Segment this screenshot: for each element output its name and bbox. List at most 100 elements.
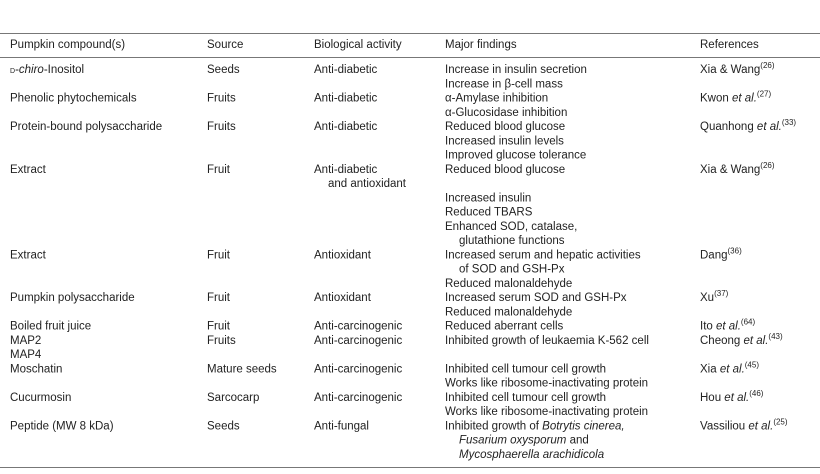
text-run: (36): [728, 246, 743, 255]
text-run: Fusarium oxysporum: [459, 435, 567, 447]
reference-cell: Xu(37): [700, 289, 729, 304]
source-cell: Fruits: [207, 335, 236, 347]
activity-cell: Antioxidant: [314, 292, 372, 304]
reference-cell: Cheong et al.(43): [700, 331, 783, 346]
finding: Inhibited cell tumour cell growth: [445, 392, 606, 404]
text-run: (64): [741, 317, 756, 326]
compound-cell: Pumpkin polysaccharide: [10, 292, 135, 304]
source-cell: Fruit: [207, 321, 231, 333]
reference-cell: Xia & Wang(26): [700, 160, 775, 175]
text-run: (33): [782, 118, 797, 127]
text-run: Antioxidant: [314, 292, 372, 304]
finding: Reduced malonaldehyde: [445, 306, 572, 318]
finding: Enhanced SOD, catalase,: [445, 221, 577, 233]
finding: Inhibited growth of Botrytis cinerea,: [445, 420, 625, 432]
source-cell: Fruits: [207, 121, 236, 133]
text-run: et al.: [720, 363, 745, 375]
activity-cell: Anti-diabetic: [314, 93, 378, 105]
finding: α-Glucosidase inhibition: [445, 107, 567, 119]
text-run: Anti-diabetic: [314, 64, 378, 76]
text-run: Cheong: [700, 335, 743, 347]
text-run: Increase in insulin secretion: [445, 64, 587, 76]
finding: Reduced aberrant cells: [445, 321, 564, 333]
compound-cell: Protein-bound polysaccharide: [10, 121, 162, 133]
finding: of SOD and GSH-Px: [459, 264, 565, 276]
text-run: Increase in β-cell mass: [445, 78, 563, 90]
text-run: References: [700, 39, 759, 51]
reference-cell: Dang(36): [700, 246, 742, 261]
source-cell: Sarcocarp: [207, 392, 259, 404]
text-run: et al.: [716, 321, 741, 333]
text-run: Fruit: [207, 321, 231, 333]
finding: Works like ribosome-inactivating protein: [445, 406, 648, 418]
text-run: Mature seeds: [207, 363, 277, 375]
source-cell: Seeds: [207, 420, 240, 432]
text-run: Pumpkin compound(s): [10, 39, 125, 51]
text-run: Anti-carcinogenic: [314, 335, 402, 347]
text-run: et al.: [743, 335, 768, 347]
text-run: Increased insulin levels: [445, 135, 564, 147]
text-run: Reduced aberrant cells: [445, 321, 564, 333]
text-run: Fruit: [207, 164, 231, 176]
header-cell: References: [700, 39, 759, 51]
finding: Increased serum and hepatic activities: [445, 249, 641, 261]
activity-cell: Antioxidant: [314, 249, 372, 261]
source-cell: Fruit: [207, 292, 231, 304]
text-run: Reduced malonaldehyde: [445, 306, 572, 318]
finding: Increase in insulin secretion: [445, 64, 587, 76]
reference-cell: Hou et al.(46): [700, 388, 764, 403]
text-run: Reduced blood glucose: [445, 121, 565, 133]
activity-cell: Anti-carcinogenic: [314, 363, 402, 375]
text-run: MAP4: [10, 349, 42, 361]
text-run: Reduced TBARS: [445, 207, 533, 219]
reference-cell: Vassiliou et al.(25): [700, 417, 788, 432]
activity-cell: Anti-carcinogenic: [314, 321, 402, 333]
text-run: MAP2: [10, 335, 41, 347]
source-cell: Seeds: [207, 64, 240, 76]
activity-cell: and antioxidant: [328, 178, 407, 190]
text-run: Xia: [700, 363, 720, 375]
header-cell: Source: [207, 39, 243, 51]
activity-cell: Anti-diabetic: [314, 64, 378, 76]
text-run: et al.: [732, 93, 757, 105]
text-run: Anti-carcinogenic: [314, 363, 402, 375]
text-run: -: [15, 64, 19, 76]
activity-cell: Anti-carcinogenic: [314, 335, 402, 347]
text-run: Seeds: [207, 420, 240, 432]
text-run: Extract: [10, 249, 47, 261]
finding: Reduced malonaldehyde: [445, 278, 572, 290]
finding: Reduced blood glucose: [445, 164, 565, 176]
text-run: (26): [760, 160, 775, 169]
text-run: Increased serum SOD and GSH-Px: [445, 292, 627, 304]
reference-cell: Ito et al.(64): [700, 317, 755, 332]
text-run: et al.: [724, 392, 749, 404]
source-cell: Fruit: [207, 249, 231, 261]
text-run: Increased insulin: [445, 192, 531, 204]
text-run: Ito: [700, 321, 716, 333]
text-run: Inhibited cell tumour cell growth: [445, 363, 606, 375]
text-run: Works like ribosome-inactivating protein: [445, 378, 648, 390]
text-run: glutathione functions: [459, 235, 565, 247]
source-cell: Fruit: [207, 164, 231, 176]
text-run: Botrytis cinerea,: [542, 420, 624, 432]
compound-cell: Boiled fruit juice: [10, 321, 91, 333]
text-run: Major findings: [445, 39, 517, 51]
text-run: Fruits: [207, 121, 236, 133]
text-run: Anti-carcinogenic: [314, 321, 402, 333]
compound-cell: Extract: [10, 249, 47, 261]
compound-cell: Moschatin: [10, 363, 62, 375]
finding: glutathione functions: [459, 235, 565, 247]
text-run: Hou: [700, 392, 724, 404]
finding: Increased serum SOD and GSH-Px: [445, 292, 627, 304]
text-run: of SOD and GSH-Px: [459, 264, 565, 276]
text-run: Pumpkin polysaccharide: [10, 292, 135, 304]
compound-cell: MAP2: [10, 335, 41, 347]
header-cell: Pumpkin compound(s): [10, 39, 125, 51]
text-run: Xia & Wang: [700, 164, 760, 176]
text-run: (25): [773, 417, 788, 426]
text-run: α-Glucosidase inhibition: [445, 107, 567, 119]
text-run: Extract: [10, 164, 47, 176]
reference-cell: Quanhong et al.(33): [700, 118, 796, 133]
